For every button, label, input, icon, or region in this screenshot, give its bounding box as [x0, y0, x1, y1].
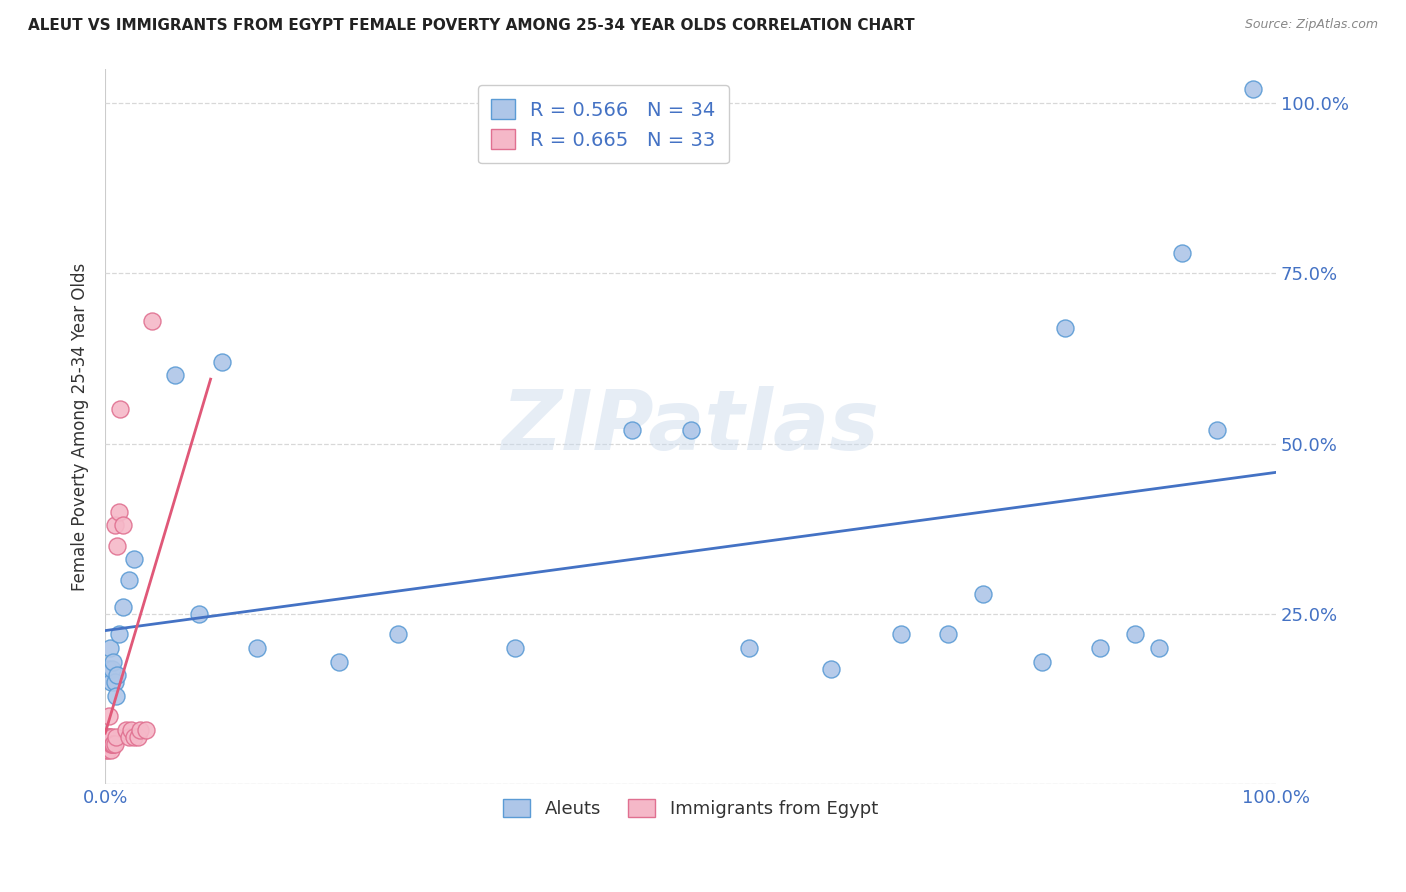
Point — [1031, 655, 1053, 669]
Point — [1171, 245, 1194, 260]
Point — [124, 552, 146, 566]
Point — [117, 573, 139, 587]
Point — [115, 723, 138, 737]
Point — [110, 402, 132, 417]
Point — [103, 737, 125, 751]
Point — [1090, 641, 1112, 656]
Point — [111, 600, 134, 615]
Point — [187, 607, 209, 621]
Point — [1054, 320, 1077, 334]
Point — [96, 730, 118, 744]
Point — [103, 655, 125, 669]
Point — [1125, 627, 1147, 641]
Point — [103, 737, 125, 751]
Point — [105, 668, 128, 682]
Y-axis label: Female Poverty Among 25-34 Year Olds: Female Poverty Among 25-34 Year Olds — [72, 262, 89, 591]
Point — [328, 655, 350, 669]
Text: ALEUT VS IMMIGRANTS FROM EGYPT FEMALE POVERTY AMONG 25-34 YEAR OLDS CORRELATION : ALEUT VS IMMIGRANTS FROM EGYPT FEMALE PO… — [28, 18, 915, 33]
Point — [1206, 423, 1229, 437]
Point — [101, 661, 124, 675]
Point — [108, 627, 131, 641]
Point — [127, 730, 149, 744]
Point — [96, 737, 118, 751]
Point — [117, 730, 139, 744]
Point — [96, 730, 118, 744]
Point — [820, 661, 842, 675]
Point — [141, 314, 163, 328]
Point — [621, 423, 644, 437]
Point — [103, 675, 125, 690]
Point — [105, 539, 128, 553]
Point — [738, 641, 761, 656]
Text: Source: ZipAtlas.com: Source: ZipAtlas.com — [1244, 18, 1378, 31]
Point — [124, 730, 146, 744]
Point — [96, 661, 118, 675]
Point — [890, 627, 912, 641]
Point — [100, 675, 122, 690]
Point — [936, 627, 959, 641]
Point — [101, 730, 124, 744]
Point — [98, 737, 121, 751]
Point — [97, 709, 120, 723]
Point — [387, 627, 409, 641]
Point — [111, 518, 134, 533]
Point — [104, 689, 127, 703]
Point — [503, 641, 526, 656]
Point — [96, 737, 118, 751]
Point — [108, 505, 131, 519]
Point — [1147, 641, 1170, 656]
Point — [246, 641, 269, 656]
Point — [96, 743, 118, 757]
Point — [103, 737, 125, 751]
Point — [103, 518, 125, 533]
Point — [101, 737, 124, 751]
Point — [96, 743, 118, 757]
Point — [98, 641, 121, 656]
Point — [96, 737, 118, 751]
Point — [165, 368, 187, 383]
Point — [679, 423, 702, 437]
Point — [120, 723, 142, 737]
Point — [211, 354, 233, 368]
Point — [129, 723, 152, 737]
Point — [135, 723, 157, 737]
Point — [104, 730, 127, 744]
Point — [97, 737, 120, 751]
Point — [100, 737, 122, 751]
Point — [100, 743, 122, 757]
Point — [98, 730, 121, 744]
Text: ZIPatlas: ZIPatlas — [502, 386, 880, 467]
Point — [972, 586, 994, 600]
Point — [97, 730, 120, 744]
Legend: Aleuts, Immigrants from Egypt: Aleuts, Immigrants from Egypt — [496, 792, 886, 825]
Point — [1241, 82, 1264, 96]
